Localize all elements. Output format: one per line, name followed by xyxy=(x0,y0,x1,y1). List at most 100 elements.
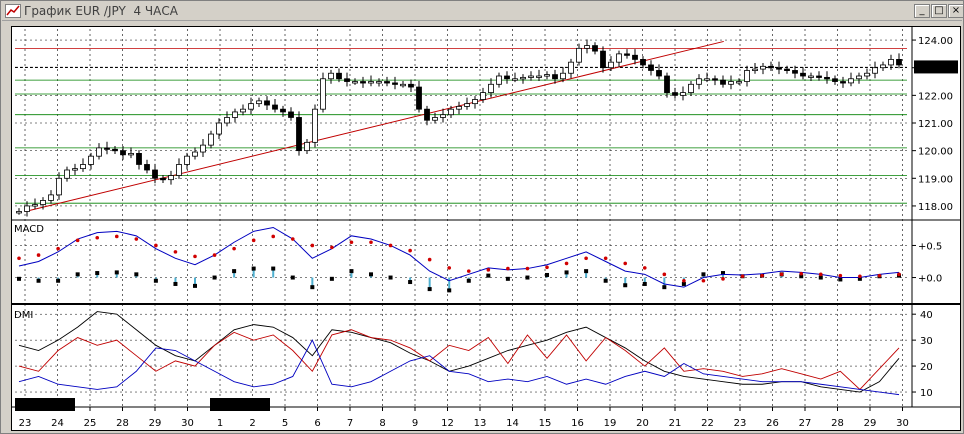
price-candle xyxy=(696,78,702,85)
macd-histogram-marker xyxy=(623,283,628,288)
macd-signal-dot xyxy=(760,273,764,278)
price-candle xyxy=(304,141,310,152)
minimize-button[interactable]: _ xyxy=(914,4,930,18)
macd-signal-dot xyxy=(369,240,373,245)
price-candle xyxy=(264,100,270,106)
price-candle xyxy=(648,64,654,71)
price-candle xyxy=(440,114,446,118)
price-candle xyxy=(768,65,774,69)
chart-area[interactable]: 124.00123.00122.00121.00120.00119.00118.… xyxy=(11,26,961,431)
macd-histogram-marker xyxy=(466,278,471,283)
x-tick-label: 1 xyxy=(217,418,223,429)
price-candle xyxy=(344,78,350,82)
x-tick-label: 8 xyxy=(379,418,385,429)
x-tick-label: 19 xyxy=(604,418,617,429)
macd-signal-dot xyxy=(740,274,745,279)
macd-signal-dot xyxy=(779,272,784,277)
macd-signal-dot xyxy=(897,272,901,277)
dmi-title: DMI xyxy=(14,310,33,321)
price-candle xyxy=(352,81,358,84)
price-candle xyxy=(704,78,710,81)
price-candle xyxy=(824,76,830,80)
price-candle xyxy=(248,103,254,110)
price-candle xyxy=(576,47,582,63)
maximize-button[interactable]: □ xyxy=(931,4,947,18)
x-tick-label: 5 xyxy=(282,418,288,429)
price-candle xyxy=(640,59,646,66)
macd-histogram-marker xyxy=(310,285,315,290)
macd-signal-dot xyxy=(525,266,530,271)
price-candle xyxy=(632,54,638,60)
price-candle xyxy=(72,168,78,171)
price-candle xyxy=(808,75,814,78)
macd-signal-dot xyxy=(623,261,628,266)
price-candle xyxy=(328,72,334,80)
x-tick-label: 21 xyxy=(669,418,682,429)
price-candle xyxy=(240,108,246,113)
price-candle xyxy=(416,86,422,110)
macd-histogram-marker xyxy=(134,272,139,277)
macd-histogram-marker xyxy=(232,269,237,274)
price-candle xyxy=(864,72,870,77)
macd-histogram-marker xyxy=(799,274,804,279)
macd-signal-dot xyxy=(818,272,823,277)
price-candle xyxy=(96,147,102,157)
macd-signal-dot xyxy=(75,238,80,243)
price-candle xyxy=(728,81,734,85)
month-label: Ноя 2016 xyxy=(18,400,66,411)
price-candle xyxy=(488,83,494,93)
price-candle xyxy=(336,72,342,80)
price-candle xyxy=(112,148,118,152)
macd-histogram-marker xyxy=(290,275,295,280)
price-candle xyxy=(56,177,62,196)
price-candle xyxy=(672,92,678,96)
price-candle xyxy=(776,67,782,70)
macd-histogram-marker xyxy=(369,272,373,277)
x-tick-label: 30 xyxy=(181,418,194,429)
price-candle xyxy=(616,53,622,63)
macd-signal-dot xyxy=(564,261,569,266)
macd-histogram-marker xyxy=(329,276,334,281)
price-candle xyxy=(888,59,894,66)
price-candle xyxy=(120,150,126,156)
price-candle xyxy=(400,83,406,87)
macd-histogram-marker xyxy=(251,266,256,271)
macd-signal-dot xyxy=(721,277,725,281)
macd-histogram-marker xyxy=(564,270,569,275)
x-tick-label: 24 xyxy=(51,418,64,429)
macd-histogram-marker xyxy=(447,288,452,293)
close-button[interactable]: × xyxy=(948,4,964,18)
x-tick-label: 28 xyxy=(831,418,844,429)
macd-signal-dot xyxy=(545,265,549,270)
x-tick-label: 14 xyxy=(506,418,519,429)
price-candle xyxy=(88,155,94,165)
price-candle xyxy=(224,117,230,124)
x-tick-label: 26 xyxy=(766,418,779,429)
price-candle xyxy=(472,99,478,105)
macd-signal-dot xyxy=(134,237,139,241)
macd-signal-dot xyxy=(193,254,197,259)
price-candle xyxy=(736,81,742,84)
x-tick-label: 23 xyxy=(19,418,32,429)
price-candle xyxy=(104,147,110,150)
dmi-minus-line xyxy=(18,339,900,396)
macd-signal-dot xyxy=(271,234,276,239)
macd-histogram-marker xyxy=(603,278,608,283)
price-candle xyxy=(880,64,886,69)
price-candle xyxy=(624,53,630,56)
dmi-tick-label: 20 xyxy=(920,362,933,373)
price-candle xyxy=(536,75,542,78)
price-candle xyxy=(720,79,726,85)
macd-histogram-marker xyxy=(857,276,862,281)
x-tick-label: 27 xyxy=(799,418,812,429)
price-candle xyxy=(208,133,214,146)
price-candle xyxy=(168,175,174,181)
macd-histogram-marker xyxy=(525,275,530,280)
price-candle xyxy=(256,100,262,105)
title-bar[interactable]: График EUR /JPY 4 ЧАСА _ □ × xyxy=(2,2,964,21)
macd-histogram-marker xyxy=(153,278,158,283)
price-candle xyxy=(288,111,294,118)
macd-histogram-marker xyxy=(193,283,197,288)
macd-signal-dot xyxy=(251,238,256,243)
price-candle xyxy=(448,108,454,116)
